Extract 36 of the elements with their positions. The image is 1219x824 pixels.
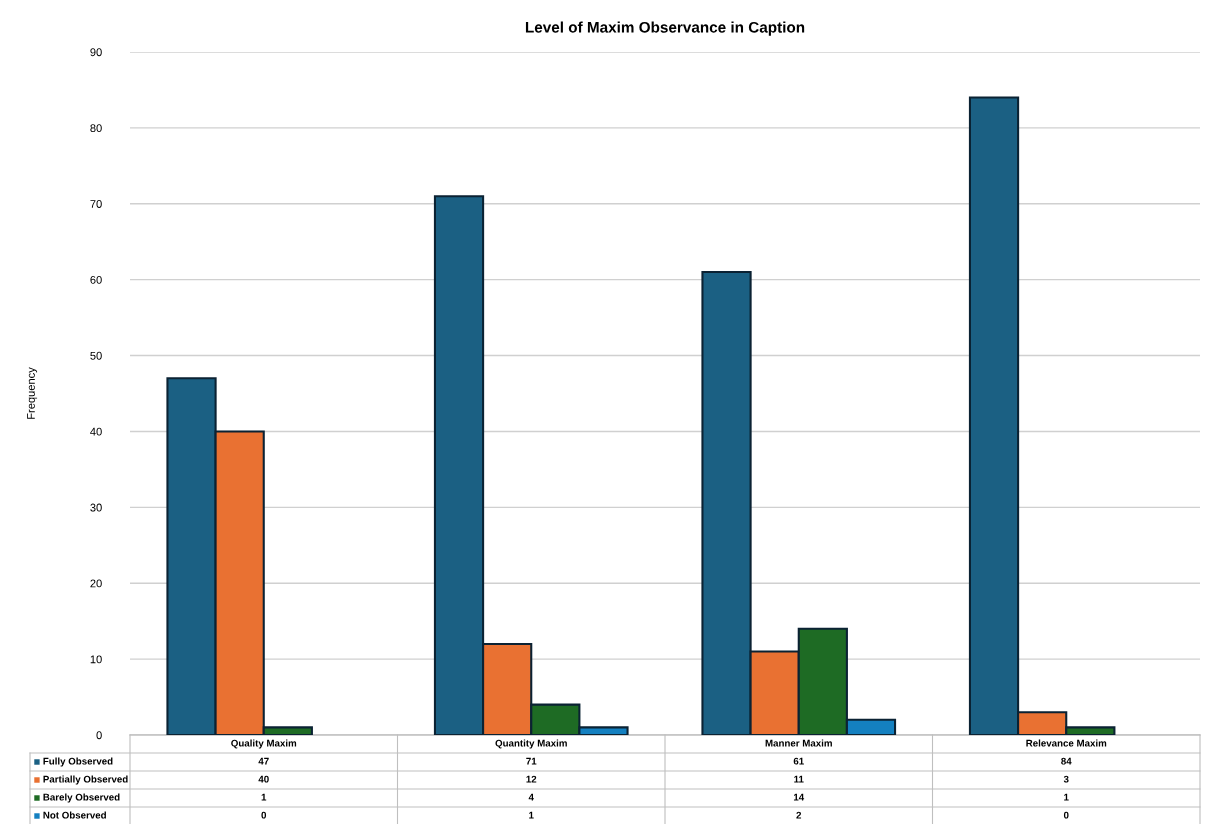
x-tick-label: Quantity Maxim xyxy=(495,739,567,749)
y-tick-label: 50 xyxy=(90,351,102,360)
data-label: 14 xyxy=(793,793,805,801)
data-label: 40 xyxy=(258,775,269,783)
data-label: 12 xyxy=(526,775,537,783)
y-tick-label: 60 xyxy=(90,275,102,284)
y-tick-label: 10 xyxy=(90,655,102,664)
x-tick-label: Relevance Maxim xyxy=(1026,739,1107,747)
data-label: 0 xyxy=(1063,811,1069,819)
legend-label: Not Observed xyxy=(43,811,106,819)
y-tick-label: 0 xyxy=(96,731,102,740)
legend-label: Barely Observed xyxy=(43,793,120,803)
data-label: 3 xyxy=(1063,775,1069,783)
y-axis-title: Frequency xyxy=(27,367,38,419)
y-tick-label: 20 xyxy=(90,579,102,588)
data-label: 1 xyxy=(1064,793,1069,801)
x-tick-label: Quality Maxim xyxy=(231,739,297,749)
data-label: 4 xyxy=(528,793,534,801)
data-label: 1 xyxy=(261,793,267,801)
chart-title: Level of Maxim Observance in Caption xyxy=(525,21,805,36)
y-tick-label: 90 xyxy=(90,48,102,57)
data-label: 61 xyxy=(793,757,804,765)
data-label: 71 xyxy=(526,757,537,765)
legend-label: Fully Observed xyxy=(43,757,113,767)
data-label: 11 xyxy=(794,775,804,783)
y-tick-label: 70 xyxy=(90,200,102,208)
data-label: 47 xyxy=(258,757,269,765)
legend-label: Partially Observed xyxy=(43,775,128,785)
y-tick-label: 30 xyxy=(90,503,102,512)
y-tick-label: 40 xyxy=(90,427,102,436)
data-label: 1 xyxy=(529,811,534,819)
data-label: 84 xyxy=(1061,757,1072,765)
y-tick-label: 80 xyxy=(90,124,102,133)
data-label: 2 xyxy=(796,811,802,819)
data-label: 0 xyxy=(261,811,267,819)
x-tick-label: Manner Maxim xyxy=(765,739,832,747)
